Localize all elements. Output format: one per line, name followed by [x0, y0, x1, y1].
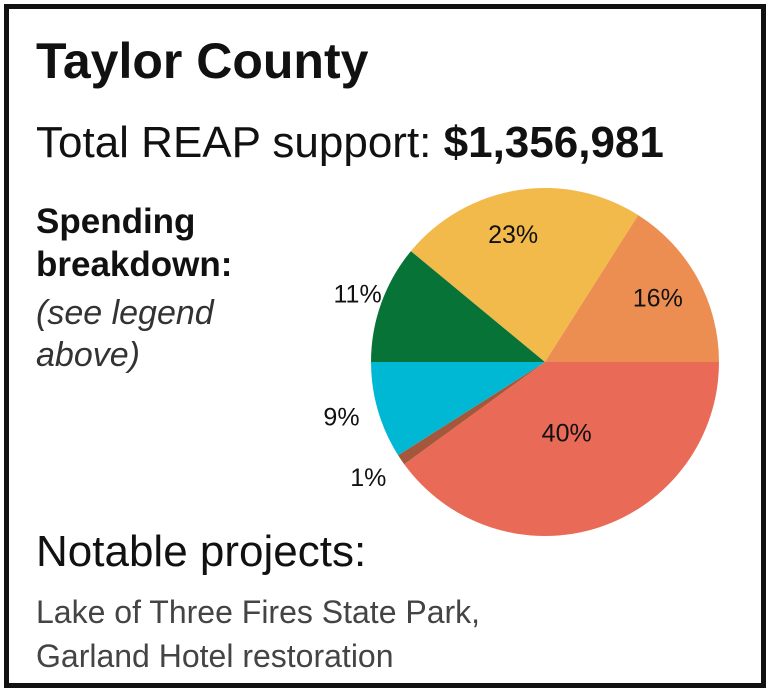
pie-slices: [371, 188, 719, 536]
pie-slice-label: 16%: [633, 285, 683, 313]
pie-slice-label: 40%: [542, 419, 592, 447]
notable-project-line1: Lake of Three Fires State Park,: [36, 594, 481, 630]
spending-breakdown-heading-line2: breakdown:: [36, 245, 233, 284]
pie-slice-label: 9%: [323, 403, 359, 431]
legend-note: (see legend above): [36, 292, 276, 376]
pie-slice: [371, 362, 545, 456]
pie-slice: [398, 362, 545, 465]
pie-slice-label: 23%: [488, 221, 538, 249]
pie-slice-label: 11%: [334, 281, 382, 309]
notable-projects-heading: Notable projects:: [36, 527, 367, 576]
pie-slice: [404, 362, 719, 536]
pie-slice-label: 1%: [350, 464, 386, 492]
total-support-label: Total REAP support:: [36, 118, 432, 167]
total-support: Total REAP support: $1,356,981: [36, 121, 664, 165]
spending-breakdown-heading-line1: Spending: [36, 202, 196, 241]
notable-project-line2: Garland Hotel restoration: [36, 638, 394, 674]
pie-labels: 40% 1% 9% 11% 23% 16%: [323, 221, 682, 492]
pie-slice: [410, 188, 639, 362]
pie-slice: [371, 251, 545, 362]
legend-note-line2: above): [36, 336, 140, 374]
county-title: Taylor County: [36, 33, 369, 89]
notable-projects-list: Lake of Three Fires State Park, Garland …: [36, 590, 480, 678]
spending-breakdown-heading: Spending breakdown:: [36, 200, 276, 286]
total-support-amount: $1,356,981: [443, 118, 664, 167]
legend-note-line1: (see legend: [36, 294, 214, 332]
pie-slice: [545, 215, 719, 362]
